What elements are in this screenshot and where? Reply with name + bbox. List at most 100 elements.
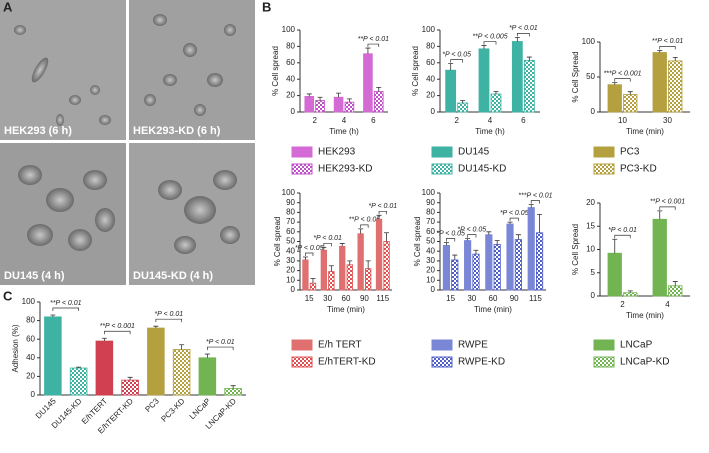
bar xyxy=(514,239,522,291)
bar xyxy=(668,60,683,113)
y-tick-label: 5 xyxy=(591,268,596,277)
y-tick-label: 30 xyxy=(286,256,295,265)
bar xyxy=(320,249,327,291)
legend-swatch xyxy=(291,339,313,351)
legend-label: DU145 xyxy=(458,147,490,158)
bar xyxy=(302,259,309,291)
bar xyxy=(364,268,372,291)
error-bar xyxy=(336,92,342,98)
legend-swatch xyxy=(431,146,453,158)
x-tick-label: 115 xyxy=(376,294,389,303)
x-tick-label: DU145 xyxy=(34,396,58,420)
error-bar xyxy=(376,87,382,92)
legend-label: HEK293-KD xyxy=(318,164,372,175)
y-tick-label: 100 xyxy=(282,25,296,34)
image-label: HEK293-KD (6 h) xyxy=(133,125,221,137)
bar xyxy=(536,232,544,291)
x-tick-label: 60 xyxy=(342,294,351,303)
y-tick-label: 10 xyxy=(586,245,595,254)
significance-label: **P < 0.001 xyxy=(650,199,685,206)
y-tick-label: 50 xyxy=(286,237,295,246)
significance-bracket xyxy=(446,238,456,242)
legend-label: E/hTERT-KD xyxy=(318,357,376,368)
significance-label: *P < 0.01 xyxy=(154,311,183,318)
bar xyxy=(44,316,62,396)
x-axis-label: Time (min) xyxy=(474,305,512,314)
significance-label: *P < 0.05 xyxy=(295,245,324,252)
image-label: DU145 (4 h) xyxy=(4,270,65,282)
error-bar xyxy=(346,98,352,103)
significance-bracket xyxy=(367,43,380,48)
y-tick-label: 90 xyxy=(426,198,435,207)
y-axis-label: % Cell spread xyxy=(411,46,420,96)
y-tick-label: 40 xyxy=(426,246,435,255)
significance-label: **P < 0.01 xyxy=(358,36,390,43)
y-tick-label: 20 xyxy=(286,266,295,275)
bar xyxy=(69,367,88,396)
legend-swatch xyxy=(431,356,453,368)
y-axis-label: % Cell Spread xyxy=(571,224,580,275)
x-tick-label: 30 xyxy=(323,294,332,303)
y-tick-label: 100 xyxy=(282,188,296,197)
y-tick-label: 20 xyxy=(426,266,435,275)
error-bar xyxy=(672,57,678,61)
bar xyxy=(652,218,667,297)
bar xyxy=(451,259,459,291)
bar xyxy=(373,91,384,113)
legend-label: LNCaP xyxy=(620,340,653,351)
error-bar xyxy=(384,232,390,242)
significance-bracket xyxy=(659,206,676,210)
x-axis-label: Time (h) xyxy=(475,127,505,136)
error-bar xyxy=(452,254,458,260)
panel-label: A xyxy=(3,0,13,14)
y-axis-label: % Cell spread xyxy=(413,217,422,267)
bar xyxy=(457,102,469,113)
bar xyxy=(357,233,364,291)
significance-label: **P < 0.01 xyxy=(50,300,82,307)
y-tick-label: 100 xyxy=(22,297,36,306)
significance-bracket xyxy=(52,307,79,312)
x-tick-label: 2 xyxy=(620,300,625,309)
x-tick-label: 90 xyxy=(510,294,519,303)
significance-bracket xyxy=(516,33,530,37)
legend-label: HEK293 xyxy=(318,147,356,158)
x-tick-label: 4 xyxy=(488,116,493,125)
y-axis-label: % Cell spread xyxy=(273,217,282,267)
bar xyxy=(668,285,683,297)
bar xyxy=(490,93,502,113)
bar xyxy=(607,84,622,113)
significance-label: **P < 0.001 xyxy=(100,323,135,330)
bar xyxy=(315,100,325,113)
error-bar xyxy=(204,353,210,358)
bar xyxy=(472,253,480,291)
bar xyxy=(442,244,450,291)
significance-label: **P < 0.01 xyxy=(652,38,684,45)
bar xyxy=(623,94,638,113)
significance-label: *P < 0.01 xyxy=(608,227,637,234)
bar xyxy=(445,69,457,113)
significance-bracket xyxy=(104,330,131,335)
cells xyxy=(14,14,240,254)
y-tick-label: 60 xyxy=(426,227,435,236)
micrographs: HEK293 (6 h) HEK293-KD (6 h) DU145 (4 h)… xyxy=(0,0,255,285)
significance-bracket xyxy=(378,210,387,215)
error-bar xyxy=(101,337,107,342)
legend-label: E/h TERT xyxy=(318,340,362,351)
error-bar xyxy=(657,210,663,220)
error-bar xyxy=(443,242,449,246)
bar xyxy=(339,245,346,291)
error-bar xyxy=(365,47,371,54)
significance-bracket xyxy=(530,200,540,204)
error-bar xyxy=(306,93,312,97)
y-tick-label: 0 xyxy=(591,107,596,116)
significance-bracket xyxy=(483,41,497,45)
error-bar xyxy=(365,260,371,269)
legend-swatch xyxy=(431,163,453,175)
y-tick-label: 0 xyxy=(31,390,36,399)
significance-label: **P < 0.005 xyxy=(472,33,507,40)
significance-bracket xyxy=(614,78,631,82)
x-tick-label: 30 xyxy=(467,294,476,303)
error-bar xyxy=(486,231,492,235)
y-tick-label: 40 xyxy=(26,353,35,362)
